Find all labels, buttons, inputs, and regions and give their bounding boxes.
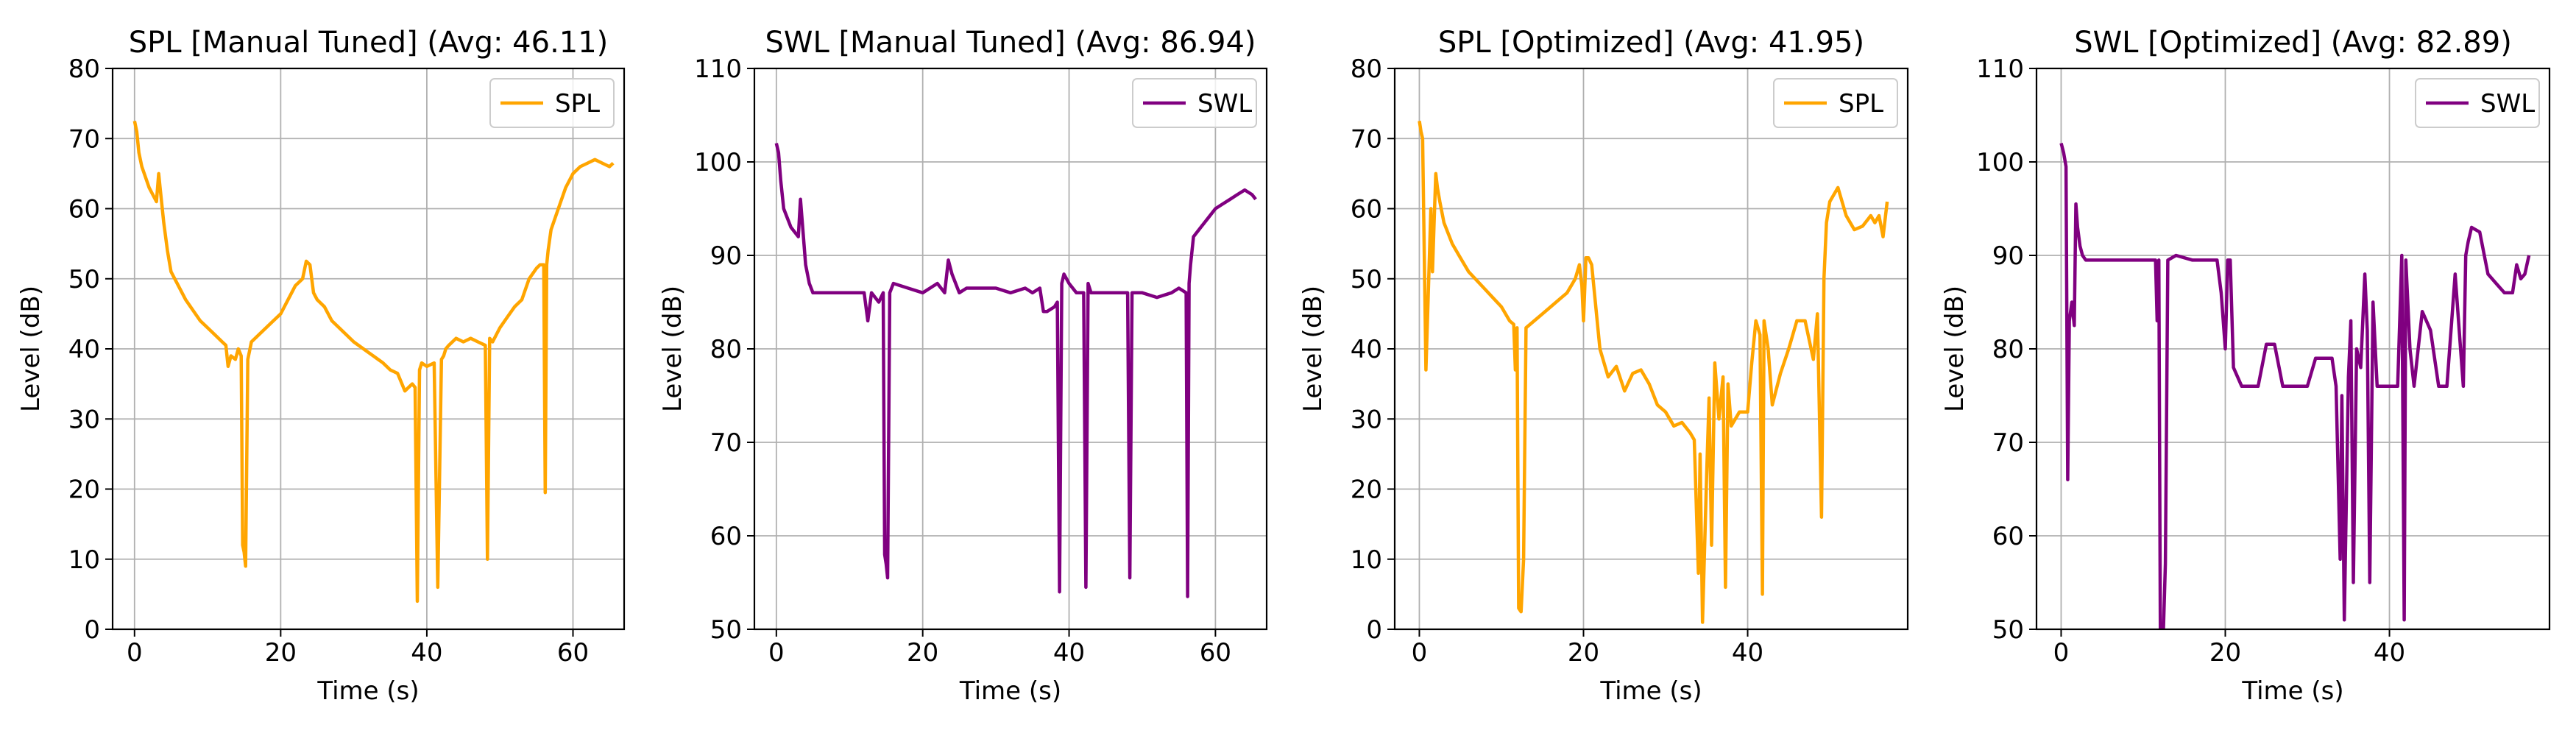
- y-tick-label: 50: [68, 265, 100, 294]
- y-tick-label: 70: [710, 428, 742, 458]
- y-tick-label: 0: [84, 615, 100, 645]
- y-tick-label: 40: [68, 335, 100, 364]
- y-tick-label: 30: [1351, 405, 1382, 434]
- y-tick-label: 50: [1351, 265, 1382, 294]
- y-tick-label: 80: [1351, 54, 1382, 84]
- y-tick-label: 80: [710, 335, 742, 364]
- chart-title: SWL [Optimized] (Avg: 82.89): [2074, 26, 2512, 60]
- legend-box: [1773, 78, 1898, 128]
- y-tick-label: 100: [694, 148, 742, 177]
- y-tick-label: 60: [1992, 522, 2024, 551]
- y-tick-label: 0: [1366, 615, 1382, 645]
- y-tick-label: 60: [1351, 195, 1382, 224]
- legend-box: [2415, 78, 2540, 128]
- y-axis-label: Level (dB): [1298, 286, 1328, 412]
- legend-label: SWL: [2480, 89, 2535, 118]
- legend-box: [489, 78, 615, 128]
- x-tick-label: 0: [768, 638, 785, 668]
- series-line-spl: [132, 120, 615, 604]
- x-tick-label: 60: [1200, 638, 1231, 668]
- y-tick-label: 50: [1992, 615, 2024, 645]
- y-tick-label: 80: [1992, 335, 2024, 364]
- y-tick-label: 110: [694, 54, 742, 84]
- series-line-spl: [1418, 121, 1889, 624]
- series-line-swl: [774, 143, 1257, 598]
- chart-panel-3: 0 20 40 0 10 20 30 40 50 60 70 80 SPL [Optimized] (A…: [1298, 26, 1909, 706]
- chart-title: SPL [Manual Tuned] (Avg: 46.11): [129, 26, 609, 60]
- chart-panel-1: 0 20 40 60 0 10 20 30 40 50 60 70 80 SPL [Manual Tune…: [16, 26, 626, 706]
- y-tick-label: 70: [1992, 428, 2024, 458]
- y-axis-label: Level (dB): [16, 286, 46, 412]
- x-tick-label: 60: [557, 638, 589, 668]
- x-tick-label: 20: [2209, 638, 2241, 668]
- y-tick-label: 40: [1351, 335, 1382, 364]
- y-tick-label: 100: [1976, 148, 2024, 177]
- x-tick-label: 20: [907, 638, 938, 668]
- y-tick-label: 20: [68, 475, 100, 505]
- y-tick-label: 20: [1351, 475, 1382, 505]
- y-tick-label: 10: [1351, 545, 1382, 575]
- legend: SWL: [1132, 78, 1257, 128]
- y-tick-label: 80: [68, 54, 100, 84]
- y-tick-label: 60: [68, 195, 100, 224]
- chart-panel-2: 0 20 40 60 50 60 70 80 90 100 110 SWL [Manual Tuned…: [658, 26, 1268, 706]
- legend: SWL: [2415, 78, 2540, 128]
- chart-title: SWL [Manual Tuned] (Avg: 86.94): [765, 26, 1256, 60]
- x-tick-label: 40: [2374, 638, 2405, 668]
- x-tick-label: 20: [1568, 638, 1599, 668]
- x-axis-label: Time (s): [2241, 676, 2343, 706]
- y-tick-label: 30: [68, 405, 100, 434]
- y-tick-label: 50: [710, 615, 742, 645]
- y-axis-label: Level (dB): [1940, 286, 1970, 412]
- y-tick-label: 90: [710, 241, 742, 271]
- series-line-swl: [2059, 143, 2531, 629]
- legend: SPL: [1773, 78, 1898, 128]
- chart-panel-4: 0 20 40 50 60 70 80 90 100 110 SWL [Optimized] (Av…: [1940, 26, 2551, 706]
- x-tick-label: 0: [1412, 638, 1428, 668]
- y-axis-label: Level (dB): [658, 286, 687, 412]
- legend-label: SWL: [1197, 89, 1252, 118]
- y-tick-label: 70: [1351, 124, 1382, 154]
- legend: SPL: [489, 78, 615, 128]
- chart-title: SPL [Optimized] (Avg: 41.95): [1438, 26, 1864, 60]
- legend-box: [1132, 78, 1257, 128]
- x-tick-label: 40: [1732, 638, 1763, 668]
- y-tick-label: 70: [68, 124, 100, 154]
- y-tick-label: 60: [710, 522, 742, 551]
- y-tick-label: 110: [1976, 54, 2024, 84]
- x-axis-label: Time (s): [959, 676, 1061, 706]
- legend-label: SPL: [1839, 89, 1883, 118]
- x-tick-label: 40: [411, 638, 442, 668]
- legend-label: SPL: [555, 89, 600, 118]
- y-tick-label: 90: [1992, 241, 2024, 271]
- y-tick-label: 10: [68, 545, 100, 575]
- x-tick-label: 40: [1053, 638, 1085, 668]
- x-axis-label: Time (s): [316, 676, 419, 706]
- x-tick-label: 0: [127, 638, 143, 668]
- x-tick-label: 20: [265, 638, 297, 668]
- x-axis-label: Time (s): [1599, 676, 1702, 706]
- x-tick-label: 0: [2053, 638, 2070, 668]
